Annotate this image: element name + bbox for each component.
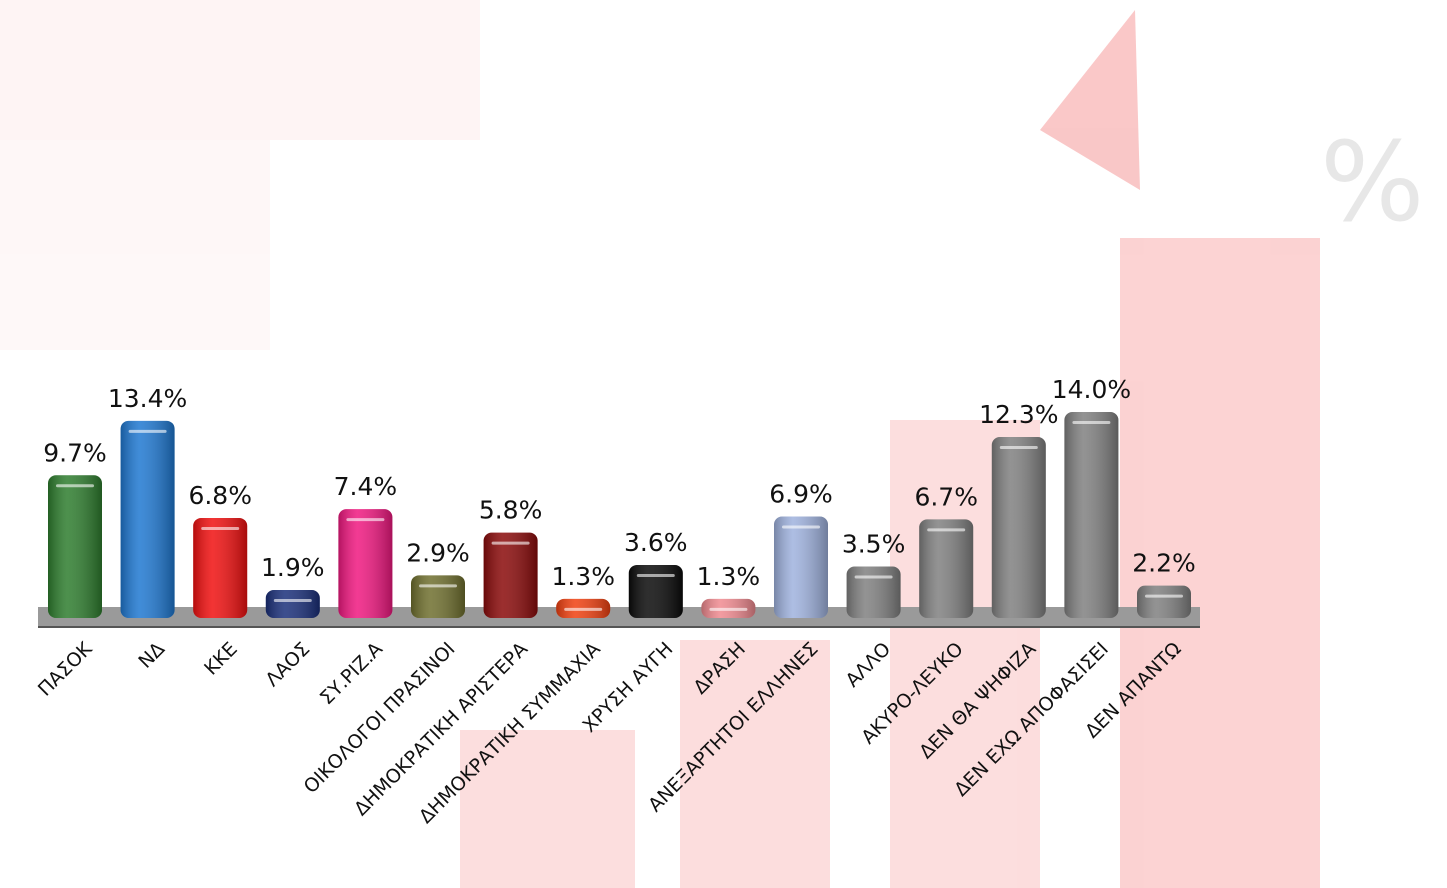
- value-label: 9.7%: [43, 438, 107, 467]
- bar-highlight: [56, 484, 94, 488]
- x-tick-label: ΛΑΟΣ: [261, 638, 314, 691]
- x-tick-label: ΝΔ: [134, 638, 169, 673]
- bar-highlight: [128, 429, 167, 433]
- bar-shade: [919, 519, 974, 618]
- x-tick-label: ΠΑΣΟΚ: [34, 638, 97, 701]
- x-tick-label: ΑΛΛΟ: [841, 638, 895, 692]
- bar-shade: [774, 516, 828, 618]
- bar-shade: [483, 532, 538, 618]
- value-label: 6.8%: [188, 481, 252, 510]
- value-label: 6.9%: [769, 479, 833, 508]
- bar-highlight: [201, 526, 240, 530]
- value-label: 12.3%: [979, 400, 1058, 429]
- bar-highlight: [1072, 421, 1111, 424]
- bar-shade: [48, 475, 102, 618]
- bar-highlight: [273, 599, 312, 603]
- bar-highlight: [782, 525, 820, 529]
- value-label: 1.3%: [697, 562, 761, 591]
- value-label: 14.0%: [1052, 375, 1131, 404]
- bar-shade: [120, 420, 175, 618]
- bar-highlight: [999, 446, 1038, 450]
- bar-shade: [265, 590, 320, 618]
- value-label: 13.4%: [108, 384, 187, 413]
- bar-highlight: [854, 575, 893, 579]
- bar-highlight: [636, 574, 675, 578]
- value-label: 1.3%: [551, 562, 615, 591]
- svg-text:%: %: [1320, 118, 1425, 246]
- bar-shade: [193, 517, 248, 618]
- value-label: 7.4%: [334, 472, 398, 501]
- value-label: 2.2%: [1132, 549, 1196, 578]
- bar-shade: [1064, 412, 1119, 618]
- bar-shade: [991, 437, 1046, 618]
- bar-shade: [411, 575, 465, 618]
- base-platform: [38, 607, 1200, 627]
- x-tick-label: ΣΥ.ΡΙΖ.Α: [316, 638, 387, 709]
- bar-highlight: [346, 518, 385, 522]
- value-label: 3.5%: [842, 530, 906, 559]
- bar-highlight: [564, 607, 603, 611]
- bar-highlight: [491, 541, 530, 545]
- value-label: 5.8%: [479, 496, 543, 525]
- value-label: 1.9%: [261, 553, 325, 582]
- bar-shade: [1137, 585, 1191, 618]
- bar-shade: [338, 509, 393, 618]
- bar-highlight: [927, 528, 966, 532]
- value-label: 3.6%: [624, 528, 688, 557]
- value-label: 2.9%: [406, 538, 470, 567]
- bar-highlight: [419, 584, 457, 588]
- x-tick-label: ΚΚΕ: [200, 638, 242, 680]
- bar-highlight: [709, 607, 748, 611]
- bar-highlight: [1145, 594, 1183, 598]
- value-label: 6.7%: [914, 482, 978, 511]
- bar-shade: [628, 565, 683, 618]
- bar-shade: [846, 566, 901, 618]
